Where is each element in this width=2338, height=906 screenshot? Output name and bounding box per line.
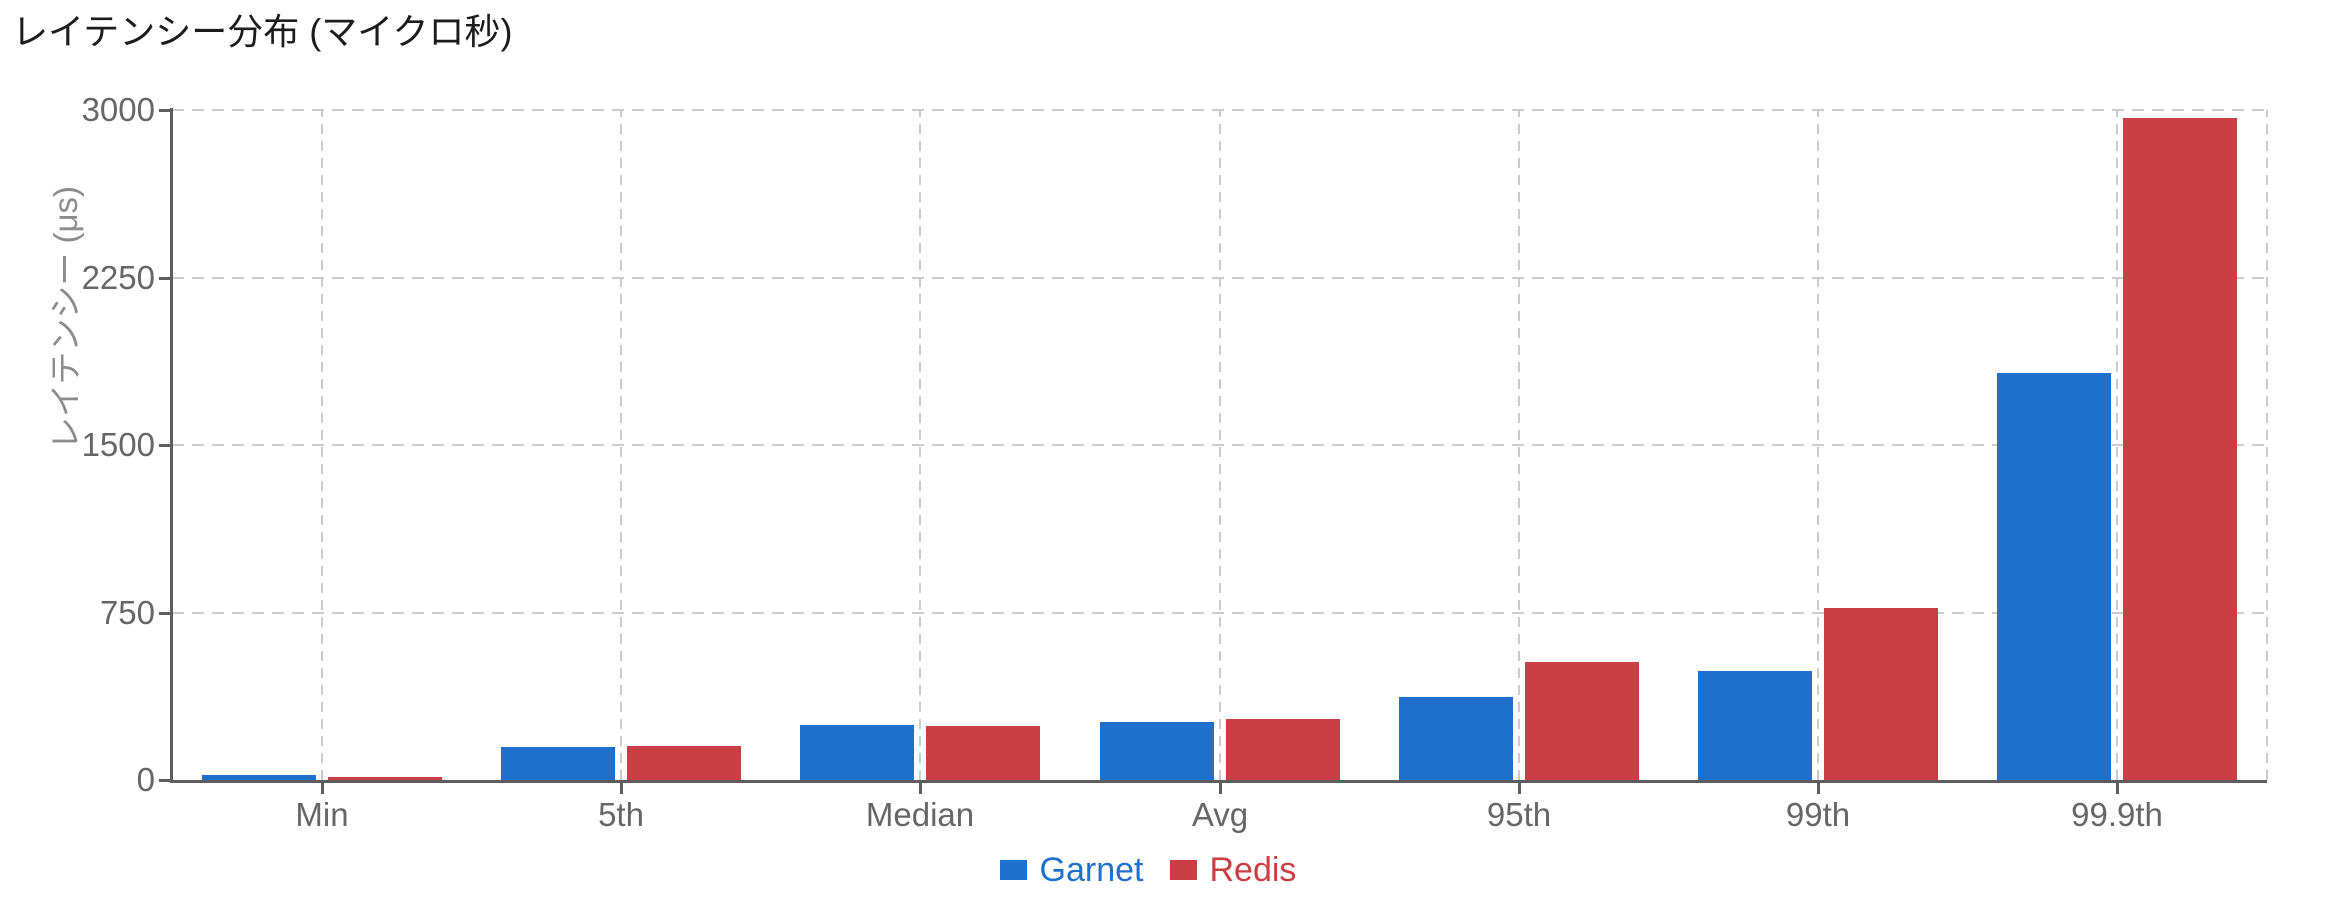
x-tick-label-Avg: Avg <box>1191 796 1249 833</box>
y-tick-1500 <box>159 444 170 447</box>
bar-redis-Min[interactable] <box>328 777 442 780</box>
y-tick-label-1500: 1500 <box>81 426 155 463</box>
legend-item-redis[interactable]: Redis <box>1169 850 1297 890</box>
bar-garnet-99.9th[interactable] <box>1997 373 2111 780</box>
gridline-x-Median <box>919 110 921 780</box>
y-tick-label-3000: 3000 <box>81 91 155 128</box>
bar-redis-99.9th[interactable] <box>2123 118 2237 780</box>
x-tick-label-95th: 95th <box>1486 796 1552 833</box>
x-tick-Min <box>321 783 324 794</box>
bar-garnet-Min[interactable] <box>202 775 316 780</box>
y-tick-label-750: 750 <box>99 594 155 631</box>
bar-redis-Avg[interactable] <box>1226 719 1340 780</box>
x-tick-Median <box>919 783 922 794</box>
y-tick-label-2250: 2250 <box>81 259 155 296</box>
gridline-x-5th <box>620 110 622 780</box>
bar-garnet-Avg[interactable] <box>1100 722 1214 780</box>
bar-garnet-5th[interactable] <box>501 747 615 780</box>
bar-garnet-Median[interactable] <box>800 725 914 780</box>
gridline-x-95th <box>1518 110 1520 780</box>
plot-right-border <box>2266 110 2268 780</box>
y-axis-line <box>170 108 173 783</box>
legend: Garnet Redis <box>0 848 2296 892</box>
bar-garnet-99th[interactable] <box>1698 671 1812 780</box>
x-tick-label-Median: Median <box>865 796 975 833</box>
x-tick-Avg <box>1219 783 1222 794</box>
y-tick-label-0: 0 <box>136 761 155 798</box>
x-tick-label-99th: 99th <box>1785 796 1851 833</box>
gridline-x-Avg <box>1219 110 1221 780</box>
legend-item-garnet[interactable]: Garnet <box>999 850 1144 890</box>
bar-redis-5th[interactable] <box>627 746 741 780</box>
bar-redis-95th[interactable] <box>1525 662 1639 780</box>
x-tick-label-5th: 5th <box>598 796 644 833</box>
legend-label-garnet: Garnet <box>1039 851 1144 889</box>
gridline-x-99.9th <box>2116 110 2118 780</box>
y-axis-title: レイテンシー (μs) <box>47 185 84 451</box>
x-tick-label-99.9th: 99.9th <box>2071 796 2163 833</box>
y-tick-3000 <box>159 109 170 112</box>
x-tick-99th <box>1817 783 1820 794</box>
chart-title: レイテンシー分布 (マイクロ秒) <box>12 11 513 52</box>
y-tick-2250 <box>159 277 170 280</box>
y-tick-750 <box>159 612 170 615</box>
legend-swatch-garnet <box>999 860 1027 880</box>
x-tick-label-Min: Min <box>295 796 349 833</box>
x-axis-line <box>170 780 2267 783</box>
x-tick-5th <box>620 783 623 794</box>
bar-redis-99th[interactable] <box>1824 608 1938 780</box>
gridline-x-Min <box>321 110 323 780</box>
legend-label-redis: Redis <box>1209 851 1297 889</box>
bar-redis-Median[interactable] <box>926 726 1040 780</box>
x-tick-95th <box>1518 783 1521 794</box>
bar-garnet-95th[interactable] <box>1399 697 1513 780</box>
legend-swatch-redis <box>1169 860 1197 880</box>
x-tick-99.9th <box>2116 783 2119 794</box>
gridline-x-99th <box>1817 110 1819 780</box>
y-tick-0 <box>159 779 170 782</box>
